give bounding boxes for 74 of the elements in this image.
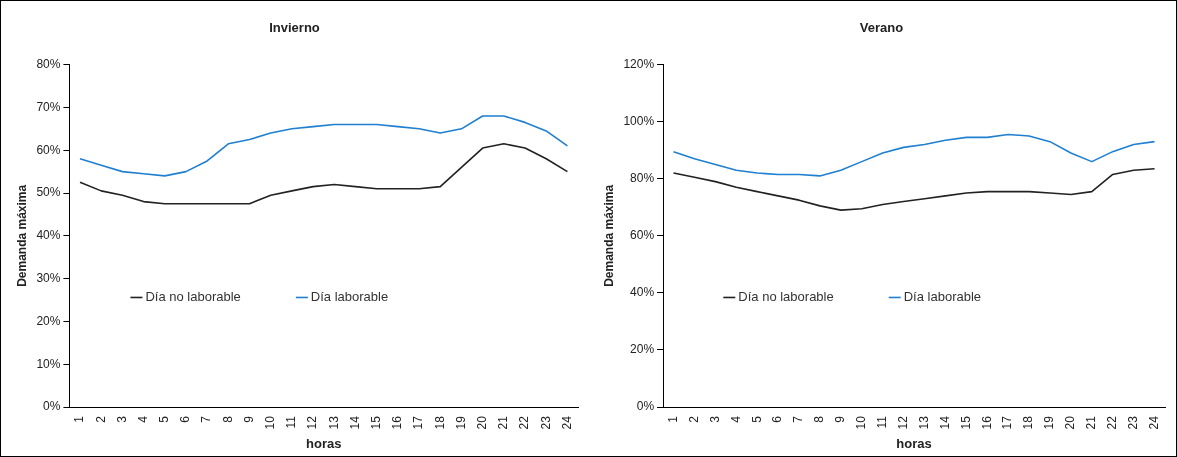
x-tick-label: 1 <box>665 415 680 423</box>
x-tick-label: 11 <box>284 415 299 429</box>
x-axis-title: horas <box>896 435 932 451</box>
x-tick-label: 15 <box>958 415 973 430</box>
y-tick-label: 80% <box>36 56 61 71</box>
x-tick-label: 16 <box>390 415 405 430</box>
x-tick-label: 23 <box>538 415 553 430</box>
x-tick-label: 23 <box>1125 415 1140 430</box>
y-tick-label: 100% <box>623 113 655 128</box>
y-tick-label: 40% <box>36 228 61 243</box>
x-tick-label: 1 <box>72 415 87 423</box>
x-tick-label: 5 <box>157 415 172 423</box>
y-tick-label: 60% <box>630 228 655 243</box>
y-tick-label: 30% <box>36 270 61 285</box>
x-tick-label: 14 <box>937 415 952 430</box>
x-tick-label: 11 <box>874 415 889 429</box>
x-tick-label: 6 <box>770 415 785 423</box>
x-tick-label: 4 <box>728 415 743 423</box>
x-axis-title: horas <box>306 435 342 451</box>
x-tick-label: 19 <box>1042 415 1057 430</box>
x-tick-label: 8 <box>220 415 235 423</box>
x-tick-label: 16 <box>979 415 994 430</box>
y-tick-label: 0% <box>43 399 61 414</box>
x-tick-label: 20 <box>1063 415 1078 430</box>
x-tick-label: 24 <box>559 415 574 430</box>
y-tick-label: 40% <box>630 285 655 300</box>
x-tick-label: 10 <box>263 415 278 430</box>
y-tick-label: 70% <box>36 99 61 114</box>
y-tick-label: 20% <box>36 313 61 328</box>
legend-label: Día no laborable <box>738 289 834 305</box>
x-tick-label: 8 <box>812 415 827 423</box>
x-tick-label: 12 <box>895 415 910 430</box>
x-tick-label: 7 <box>199 415 214 423</box>
x-tick-label: 21 <box>496 415 511 430</box>
x-tick-label: 20 <box>474 415 489 430</box>
x-tick-label: 14 <box>347 415 362 430</box>
x-tick-label: 7 <box>791 415 806 423</box>
chart-title: Verano <box>859 20 904 36</box>
y-tick-label: 60% <box>36 142 61 157</box>
x-tick-label: 17 <box>411 415 426 430</box>
x-tick-label: 9 <box>241 415 256 423</box>
x-tick-label: 19 <box>453 415 468 430</box>
x-tick-label: 9 <box>833 415 848 423</box>
x-tick-label: 18 <box>432 415 447 430</box>
x-tick-label: 13 <box>916 415 931 430</box>
x-tick-label: 22 <box>517 415 532 430</box>
x-tick-label: 17 <box>1000 415 1015 430</box>
y-axis-title: Demanda máxima <box>601 184 616 287</box>
x-tick-label: 2 <box>93 415 108 423</box>
x-tick-label: 18 <box>1021 415 1036 430</box>
x-tick-label: 3 <box>707 415 722 423</box>
y-tick-label: 0% <box>636 399 655 414</box>
y-tick-label: 20% <box>630 342 655 357</box>
y-axis-title: Demanda máxima <box>14 184 29 287</box>
x-tick-label: 22 <box>1105 415 1120 430</box>
y-tick-label: 50% <box>36 185 61 200</box>
x-tick-label: 4 <box>135 415 150 423</box>
x-tick-label: 21 <box>1084 415 1099 430</box>
x-tick-label: 12 <box>305 415 320 430</box>
y-tick-label: 120% <box>623 56 655 71</box>
x-tick-label: 3 <box>114 415 129 423</box>
x-tick-label: 13 <box>326 415 341 430</box>
legend-label: Día laborable <box>903 289 982 305</box>
y-tick-label: 10% <box>36 356 61 371</box>
chart-title: Invierno <box>269 20 320 36</box>
y-tick-label: 80% <box>630 171 655 186</box>
x-tick-label: 10 <box>854 415 869 430</box>
x-tick-label: 24 <box>1146 415 1161 430</box>
x-tick-label: 5 <box>749 415 764 423</box>
legend-label: Día no laborable <box>145 289 241 305</box>
x-tick-label: 6 <box>178 415 193 423</box>
x-tick-label: 2 <box>686 415 701 423</box>
legend-label: Día laborable <box>310 289 389 305</box>
x-tick-label: 15 <box>369 415 383 430</box>
